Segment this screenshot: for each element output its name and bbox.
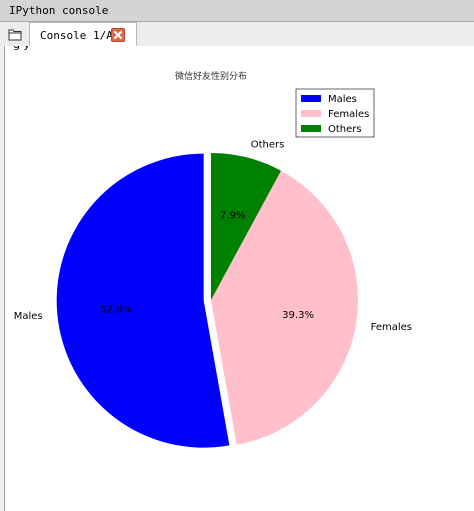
console-output-line: g y bbox=[13, 46, 30, 51]
folder-icon[interactable] bbox=[8, 28, 23, 41]
pie-pct-label-males: 52.8% bbox=[100, 304, 132, 315]
chart-title: 微信好友性别分布 bbox=[175, 70, 247, 82]
legend-swatch-females bbox=[301, 110, 321, 117]
pie-slice-females bbox=[211, 170, 359, 445]
console-output-area[interactable]: g y 微信好友性别分布 52.8% Males 39.3% Females 7.9% Ot… bbox=[4, 46, 474, 511]
pie-category-label-males: Males bbox=[14, 311, 43, 322]
pie-category-label-females: Females bbox=[371, 322, 412, 333]
close-icon[interactable] bbox=[111, 28, 125, 42]
legend-label-females: Females bbox=[328, 109, 369, 120]
pie-category-label-others: Others bbox=[251, 139, 285, 150]
window-title: IPython console bbox=[9, 4, 109, 17]
pie-pct-label-females: 39.3% bbox=[282, 310, 314, 321]
pie-pct-label-others: 7.9% bbox=[220, 211, 245, 222]
legend-swatch-males bbox=[301, 95, 321, 102]
tab-console-1a[interactable]: Console 1/A bbox=[29, 22, 137, 47]
pie-slice-others bbox=[211, 153, 282, 300]
pie-chart: 微信好友性别分布 52.8% Males 39.3% Females 7.9% Others… bbox=[14, 70, 412, 448]
legend-label-others: Others bbox=[328, 124, 362, 135]
console-titlebar: IPython console bbox=[0, 0, 474, 22]
legend-swatch-others bbox=[301, 125, 321, 132]
tab-label: Console 1/A bbox=[40, 29, 113, 42]
pie-slice-males bbox=[56, 153, 230, 448]
legend-label-males: Males bbox=[328, 94, 357, 105]
